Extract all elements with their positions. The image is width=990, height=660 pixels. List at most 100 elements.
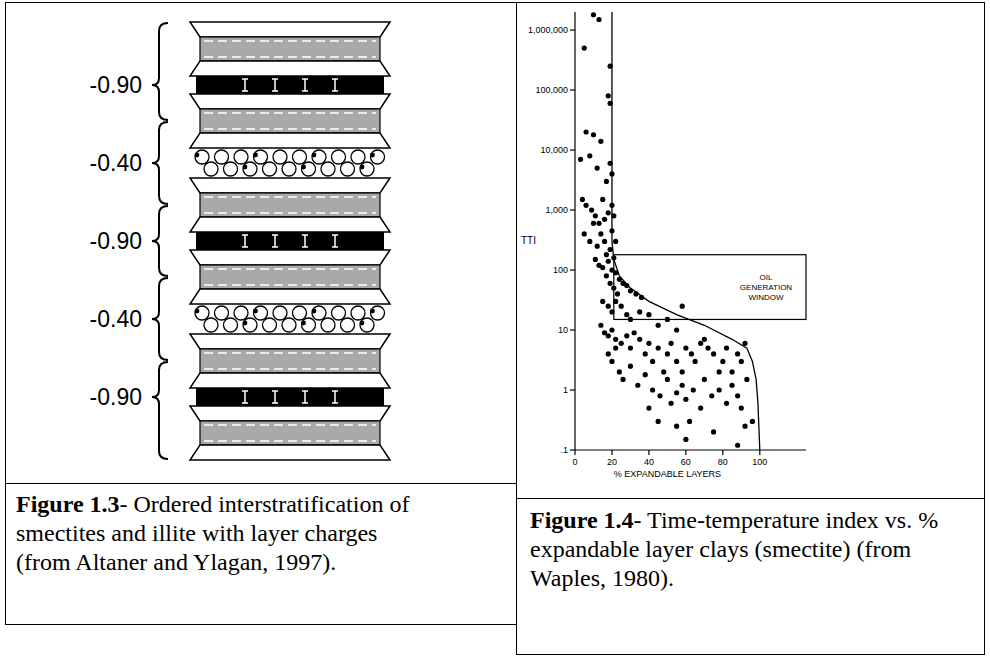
potassium-ion [272,79,278,91]
exchange-cation [195,153,200,158]
water-molecule [224,162,238,176]
data-point [624,312,629,317]
octahedral-sheet [200,349,380,373]
water-molecule [351,150,365,164]
data-point [613,337,618,342]
water-molecule [273,150,287,164]
water-molecule [263,162,277,176]
water-molecule [254,306,268,320]
data-point [750,419,755,424]
data-point [604,179,609,184]
data-point [593,257,598,262]
data-point [596,17,601,22]
octahedral-line [204,128,376,130]
y-tick [570,209,575,210]
caption: Figure 1.4- Time-temperature index vs. %… [530,506,970,593]
data-point [606,93,611,98]
y-tick-label: 10 [558,325,568,335]
y-axis-title: TTI [521,235,536,246]
plot-area [578,12,806,450]
data-point [628,364,633,369]
water-molecule [263,318,277,332]
data-point [680,383,685,388]
y-tick-label: 10,000 [540,145,568,155]
data-point [589,207,594,212]
water-molecule [302,318,316,332]
x-tick-label: 60 [681,457,691,467]
exchange-cation [243,321,248,326]
water-molecule [341,162,355,176]
data-point [593,213,598,218]
y-tick [570,449,575,450]
caption-label: Figure 1.4 [530,507,634,533]
data-point [580,197,585,202]
data-point [680,369,685,374]
data-point [619,304,624,309]
data-point [600,197,605,202]
data-point [735,351,740,356]
data-point [691,387,696,392]
tetrahedral-sheet [190,406,390,421]
octahedral-line [204,196,376,198]
data-point [735,393,740,398]
octahedral-line [204,352,376,354]
water-molecule [312,306,326,320]
illite-interlayer [196,232,384,250]
tetrahedral-sheet [190,61,390,76]
data-point [705,345,710,350]
octahedral-sheet [200,265,380,289]
data-point [656,419,661,424]
annotation-line: OIL [760,273,773,282]
potassium-ion [242,79,248,91]
water-molecule [273,306,287,320]
data-point [656,345,661,350]
exchange-cation [253,153,258,158]
brace [152,23,168,120]
data-point [724,345,729,350]
data-point [665,377,670,382]
data-point [643,351,648,356]
water-molecule [204,318,218,332]
data-point [735,443,740,448]
octahedral-sheet [200,193,380,217]
water-molecule [254,150,268,164]
data-point [661,369,666,374]
data-point [683,397,688,402]
annotation-line: WINDOW [748,293,784,302]
x-tick [574,450,575,455]
data-point [665,351,670,356]
data-point [674,327,679,332]
annotation-text: OILGENERATIONWINDOW [740,273,793,302]
data-point [680,304,685,309]
potassium-ion [272,391,278,403]
data-point [615,291,620,296]
potassium-ion [332,235,338,247]
layer-charge: -0.90 [90,72,142,98]
data-point [613,299,618,304]
data-point [578,157,583,162]
data-point [643,372,648,377]
data-point [604,273,609,278]
octahedral-line [204,212,376,214]
data-point [646,405,651,410]
exchange-cation [301,321,306,326]
octahedral-line [204,284,376,286]
data-point [717,369,722,374]
layer-charge: -0.90 [90,228,142,254]
data-point [668,341,673,346]
data-point [656,323,661,328]
y-tick-label: 1,000 [545,205,568,215]
data-point [609,327,614,332]
data-point [587,153,592,158]
water-molecule [215,306,229,320]
octahedral-sheet [200,37,380,61]
tetrahedral-sheet [190,373,390,388]
water-molecule [282,162,296,176]
data-point [739,359,744,364]
figure-canvas: -0.90-0.40-0.90-0.40-0.90.11101001,00010… [0,0,990,660]
caption-label: Figure 1.3 [16,491,120,517]
octahedral-line [204,112,376,114]
exchange-cation [360,321,365,326]
data-point [637,309,642,314]
x-tick [722,450,723,455]
